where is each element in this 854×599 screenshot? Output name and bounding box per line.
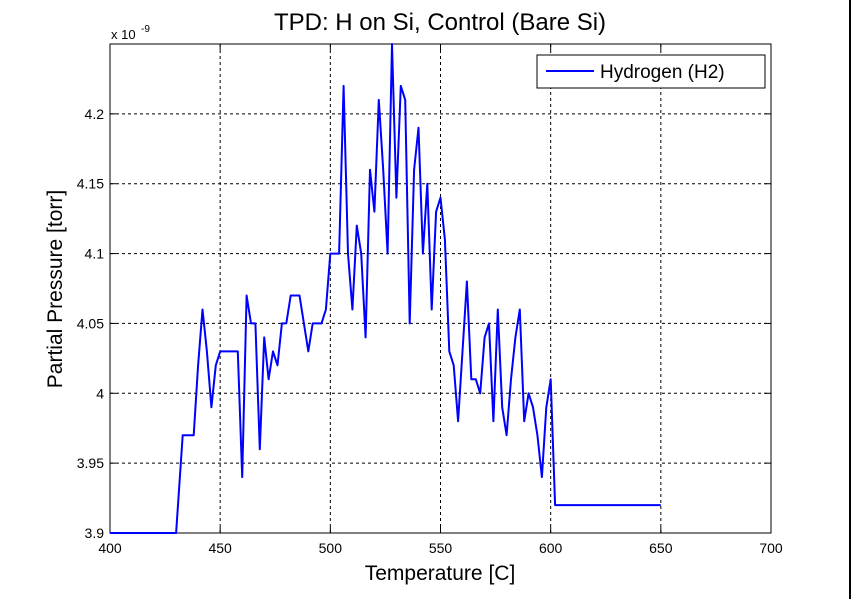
x-tick-label: 700 — [759, 540, 783, 556]
series-line-hydrogen — [110, 43, 661, 534]
legend: Hydrogen (H2) — [536, 54, 766, 89]
chart-title: TPD: H on Si, Control (Bare Si) — [274, 9, 606, 36]
x-axis-title: Temperature [C] — [365, 562, 516, 585]
tick-label-layer: 400 450 500 550 600 650 700 3.9 3.95 4 4.05 4.1 4.15… — [77, 106, 783, 556]
y-tick-label: 3.95 — [77, 455, 104, 471]
y-tick-label: 3.9 — [85, 525, 105, 541]
x-tick-label: 650 — [649, 540, 673, 556]
y-exponent-power: -9 — [141, 24, 150, 35]
x-tick-label: 550 — [429, 540, 453, 556]
series-layer — [110, 43, 661, 534]
y-tick-label: 4.05 — [77, 315, 104, 331]
y-tick-label: 4.2 — [85, 106, 105, 122]
x-tick-label: 450 — [208, 540, 232, 556]
plot-area — [109, 43, 772, 534]
y-tick-label: 4.15 — [77, 176, 104, 192]
x-tick-label: 500 — [319, 540, 343, 556]
x-tick-label: 600 — [539, 540, 563, 556]
legend-label: Hydrogen (H2) — [600, 62, 725, 83]
x-tick-label: 400 — [98, 540, 122, 556]
window-right-border — [849, 0, 851, 599]
y-tick-label: 4 — [96, 385, 104, 401]
y-exponent-base: x 10 — [111, 27, 136, 42]
y-axis-title: Partial Pressure [torr] — [44, 190, 67, 388]
y-tick-label: 4.1 — [85, 246, 105, 262]
grid-layer — [110, 44, 771, 533]
